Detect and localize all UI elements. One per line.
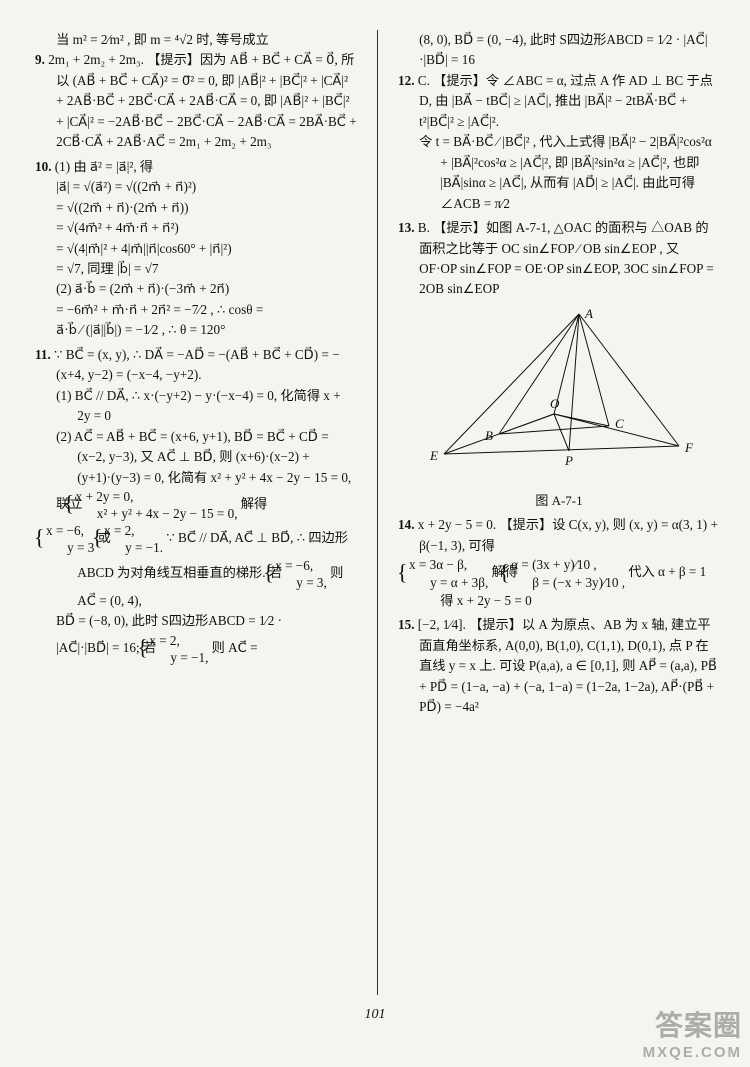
page-number: 101 bbox=[0, 1007, 750, 1023]
case1-line3-wrap: |AC⃗|·|BD⃗| = 16; 若 x = 2, y = −1, 则 AC⃗… bbox=[56, 632, 357, 666]
watermark-line2: MXQE.COM bbox=[643, 1044, 742, 1061]
eq-line: y = −1, bbox=[170, 650, 208, 665]
hint-label: 【提示】 bbox=[433, 73, 486, 88]
eq-line: x = 2, bbox=[149, 633, 180, 648]
eq-line: x = 3α − β, bbox=[409, 557, 467, 572]
problem-number: 15. bbox=[398, 617, 414, 632]
hint-label: 【提示】 bbox=[469, 617, 522, 632]
eq-line: y = 3 bbox=[67, 540, 94, 555]
problem-10: 10. (1) 由 a⃗² = |a⃗|², 得 |a⃗| = √(a⃗²) =… bbox=[35, 157, 357, 341]
problem-14: 14. x + 2y − 5 = 0. 【提示】设 C(x, y), 则 (x,… bbox=[398, 515, 720, 611]
svg-text:P: P bbox=[564, 453, 573, 468]
hint-label: 【提示】 bbox=[433, 220, 486, 235]
answer-text: B. bbox=[418, 220, 430, 235]
problem-9: 9. 2m₁ + 2m₂ + 2m₃. 【提示】因为 AB⃗ + BC⃗ + C… bbox=[35, 50, 357, 152]
problem-number: 14. bbox=[398, 517, 414, 532]
answer-text: x + 2y − 5 = 0. bbox=[418, 517, 496, 532]
svg-text:C: C bbox=[615, 416, 624, 431]
derivation-line: = √(4m⃗² + 4m⃗·n⃗ + n⃗²) bbox=[56, 218, 357, 238]
eq-line: x = 2, bbox=[104, 523, 135, 538]
derivation-line: = √7, 同理 |b⃗| = √7 bbox=[56, 259, 357, 279]
q11-system: 联立 x + 2y = 0, x² + y² + 4x − 2y − 15 = … bbox=[56, 488, 357, 522]
watermark-line1: 答案圈 bbox=[643, 1004, 742, 1044]
eq-line: α = (3x + y)⁄10 , bbox=[511, 557, 597, 572]
problem-number: 9. bbox=[35, 52, 45, 67]
problem-number: 13. bbox=[398, 220, 414, 235]
system-2: α = (3x + y)⁄10 , β = (−x + 3y)⁄10 , bbox=[521, 556, 625, 590]
q11-head: ∵ BC⃗ = (x, y), ∴ DA⃗ = −AD⃗ = −(AB⃗ + B… bbox=[54, 347, 340, 382]
eq-line: y = α + 3β, bbox=[430, 575, 488, 590]
q11-continuation: (8, 0), BD⃗ = (0, −4), 此时 S四边形ABCD = 1⁄2… bbox=[398, 30, 720, 71]
problem-13: 13. B. 【提示】如图 A-7-1, △OAC 的面积与 △OAB 的面积之… bbox=[398, 218, 720, 511]
case2-result: 则 AC⃗ = bbox=[212, 640, 258, 655]
pre-line: 当 m² = 2⁄m² , 即 m = ⁴√2 时, 等号成立 bbox=[35, 30, 357, 50]
case-2: x = 2, y = −1, bbox=[159, 632, 208, 666]
system-1: x = 3α − β, y = α + 3β, bbox=[419, 556, 488, 590]
sys-after: 解得 bbox=[241, 496, 267, 511]
eq-line: y = 3, bbox=[296, 575, 327, 590]
figure-a-7-1: A O B C E F P bbox=[419, 306, 720, 487]
derivation-line: = √((2m⃗ + n⃗)·(2m⃗ + n⃗)) bbox=[56, 198, 357, 218]
problem-number: 11. bbox=[35, 347, 51, 362]
svg-text:B: B bbox=[485, 428, 493, 443]
p2-line: (2) a⃗·b⃗ = (2m⃗ + n⃗)·(−3m⃗ + 2n⃗) bbox=[56, 279, 357, 299]
case1-line2: BD⃗ = (−8, 0), 此时 S四边形ABCD = 1⁄2 · bbox=[56, 611, 357, 631]
equation-system: x + 2y = 0, x² + y² + 4x − 2y − 15 = 0, bbox=[86, 488, 238, 522]
svg-text:F: F bbox=[684, 440, 694, 455]
problem-11: 11. ∵ BC⃗ = (x, y), ∴ DA⃗ = −AD⃗ = −(AB⃗… bbox=[35, 345, 357, 666]
figure-caption: 图 A-7-1 bbox=[419, 491, 720, 511]
hint-body-2: 令 t = BA⃗·BC⃗ ⁄ |BC⃗|² , 代入上式得 |BA⃗|² − … bbox=[419, 132, 720, 214]
problem-number: 10. bbox=[35, 159, 51, 174]
hint-label: 【提示】 bbox=[499, 517, 552, 532]
answer-text: 2m₁ + 2m₂ + 2m₃. bbox=[48, 52, 144, 67]
eq-line: x² + y² + 4x − 2y − 15 = 0, bbox=[97, 506, 238, 521]
hint-label: 【提示】 bbox=[147, 52, 200, 67]
q11-solutions: x = −6, y = 3 或 x = 2, y = −1. ∵ BC⃗ // … bbox=[56, 522, 357, 611]
left-column: 当 m² = 2⁄m² , 即 m = ⁴√2 时, 等号成立 9. 2m₁ +… bbox=[35, 30, 357, 995]
derivation-line: = √(4|m⃗|² + 4|m⃗||n⃗|cos60° + |n⃗|²) bbox=[56, 239, 357, 259]
right-column: (8, 0), BD⃗ = (0, −4), 此时 S四边形ABCD = 1⁄2… bbox=[398, 30, 720, 995]
eq-line: x + 2y = 0, bbox=[76, 489, 134, 504]
problem-15: 15. [−2, 1⁄4]. 【提示】以 A 为原点、AB 为 x 轴, 建立平… bbox=[398, 615, 720, 717]
problem-number: 12. bbox=[398, 73, 414, 88]
eq-line: x = −6, bbox=[275, 558, 313, 573]
svg-text:E: E bbox=[429, 448, 438, 463]
q14-systems: x = 3α − β, y = α + 3β, 解得 α = (3x + y)⁄… bbox=[419, 556, 720, 611]
answer-text: [−2, 1⁄4]. bbox=[418, 617, 466, 632]
eq-line: y = −1. bbox=[125, 540, 163, 555]
p1-head: (1) 由 a⃗² = |a⃗|², 得 bbox=[55, 159, 153, 174]
geometry-figure: A O B C E F P bbox=[404, 306, 714, 481]
solution-1: x = −6, y = 3 bbox=[56, 522, 94, 556]
eq-line: x = −6, bbox=[46, 523, 84, 538]
q11-p2: (2) AC⃗ = AB⃗ + BC⃗ = (x+6, y+1), BD⃗ = … bbox=[56, 427, 357, 488]
case-1: x = −6, y = 3, bbox=[285, 557, 327, 591]
eq-line: β = (−x + 3y)⁄10 , bbox=[532, 575, 625, 590]
derivation-line: |a⃗| = √(a⃗²) = √((2m⃗ + n⃗)²) bbox=[56, 177, 357, 197]
column-divider bbox=[377, 30, 378, 995]
answer-text: C. bbox=[418, 73, 430, 88]
problem-12: 12. C. 【提示】令 ∠ABC = α, 过点 A 作 AD ⊥ BC 于点… bbox=[398, 71, 720, 214]
watermark: 答案圈 MXQE.COM bbox=[643, 1004, 742, 1061]
solution-2: x = 2, y = −1. bbox=[114, 522, 163, 556]
p2-line: a⃗·b⃗ ⁄ (|a⃗||b⃗|) = −1⁄2 , ∴ θ = 120° bbox=[56, 320, 357, 340]
p2-line: = −6m⃗² + m⃗·n⃗ + 2n⃗² = −7⁄2 , ∴ cosθ = bbox=[56, 300, 357, 320]
q11-p1: (1) BC⃗ // DA⃗, ∴ x·(−y+2) − y·(−x−4) = … bbox=[56, 386, 357, 427]
svg-text:O: O bbox=[550, 396, 560, 411]
svg-text:A: A bbox=[584, 306, 593, 321]
